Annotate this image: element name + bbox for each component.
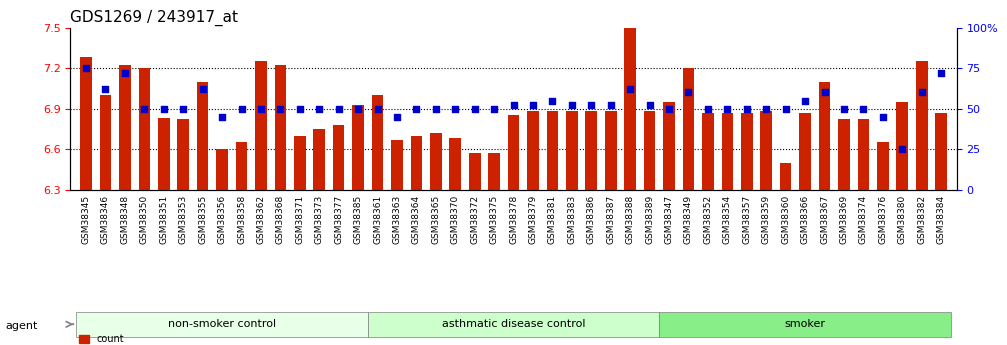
Bar	[217, 149, 228, 190]
Bar	[196, 82, 208, 190]
Bar	[352, 105, 364, 190]
Bar	[547, 111, 558, 190]
Point	[330, 106, 346, 111]
Bar	[858, 119, 869, 190]
Point	[98, 87, 114, 92]
Point	[661, 106, 677, 111]
Bar	[313, 129, 325, 190]
Point	[350, 106, 367, 111]
Bar	[119, 66, 131, 190]
Bar	[702, 113, 714, 190]
Text: asthmatic disease control: asthmatic disease control	[442, 319, 585, 329]
Bar	[741, 113, 752, 190]
FancyBboxPatch shape	[368, 312, 660, 337]
Point	[409, 106, 425, 111]
Text: non-smoker control: non-smoker control	[168, 319, 276, 329]
Bar	[566, 111, 578, 190]
Bar	[585, 111, 597, 190]
FancyBboxPatch shape	[77, 312, 368, 337]
Bar	[236, 142, 248, 190]
Point	[836, 106, 852, 111]
Bar	[721, 113, 733, 190]
Text: GDS1269 / 243917_at: GDS1269 / 243917_at	[70, 10, 239, 26]
Bar	[624, 21, 636, 190]
Point	[78, 65, 94, 71]
Point	[739, 106, 755, 111]
Bar	[81, 57, 92, 190]
Point	[253, 106, 269, 111]
Bar	[819, 82, 831, 190]
Point	[797, 98, 813, 103]
Bar	[411, 136, 422, 190]
Point	[370, 106, 386, 111]
Point	[700, 106, 716, 111]
Point	[136, 106, 152, 111]
Bar	[683, 68, 694, 190]
Point	[272, 106, 288, 111]
Bar	[528, 111, 539, 190]
Point	[777, 106, 794, 111]
Point	[292, 106, 308, 111]
Point	[486, 106, 502, 111]
Point	[214, 114, 231, 119]
Point	[466, 106, 482, 111]
Legend: count, percentile rank within the sample: count, percentile rank within the sample	[76, 331, 266, 345]
Point	[622, 87, 638, 92]
Bar	[605, 111, 616, 190]
Point	[894, 146, 910, 152]
Bar	[896, 102, 908, 190]
Point	[719, 106, 735, 111]
Bar	[779, 163, 792, 190]
Bar	[275, 66, 286, 190]
Point	[545, 98, 561, 103]
Bar	[664, 102, 675, 190]
Bar	[469, 153, 480, 190]
Point	[564, 103, 580, 108]
FancyBboxPatch shape	[660, 312, 951, 337]
Bar	[177, 119, 189, 190]
Bar	[838, 119, 850, 190]
Bar	[915, 61, 927, 190]
Bar	[391, 140, 403, 190]
Point	[641, 103, 658, 108]
Bar	[936, 113, 947, 190]
Bar	[430, 133, 442, 190]
Point	[525, 103, 541, 108]
Point	[583, 103, 599, 108]
Point	[758, 106, 774, 111]
Bar	[139, 68, 150, 190]
Bar	[643, 111, 656, 190]
Point	[389, 114, 405, 119]
Point	[933, 70, 950, 76]
Bar	[333, 125, 344, 190]
Text: smoker: smoker	[784, 319, 826, 329]
Point	[602, 103, 618, 108]
Text: agent: agent	[5, 321, 37, 331]
Point	[681, 90, 697, 95]
Point	[875, 114, 891, 119]
Point	[855, 106, 871, 111]
Point	[194, 87, 210, 92]
Point	[156, 106, 172, 111]
Point	[817, 90, 833, 95]
Bar	[449, 138, 461, 190]
Bar	[488, 153, 499, 190]
Bar	[877, 142, 888, 190]
Point	[175, 106, 191, 111]
Point	[234, 106, 250, 111]
Bar	[372, 95, 384, 190]
Bar	[158, 118, 169, 190]
Bar	[294, 136, 306, 190]
Bar	[255, 61, 267, 190]
Bar	[800, 113, 811, 190]
Bar	[508, 116, 520, 190]
Point	[506, 103, 522, 108]
Bar	[760, 111, 772, 190]
Point	[447, 106, 463, 111]
Point	[913, 90, 929, 95]
Bar	[100, 95, 112, 190]
Point	[117, 70, 133, 76]
Point	[311, 106, 327, 111]
Point	[428, 106, 444, 111]
